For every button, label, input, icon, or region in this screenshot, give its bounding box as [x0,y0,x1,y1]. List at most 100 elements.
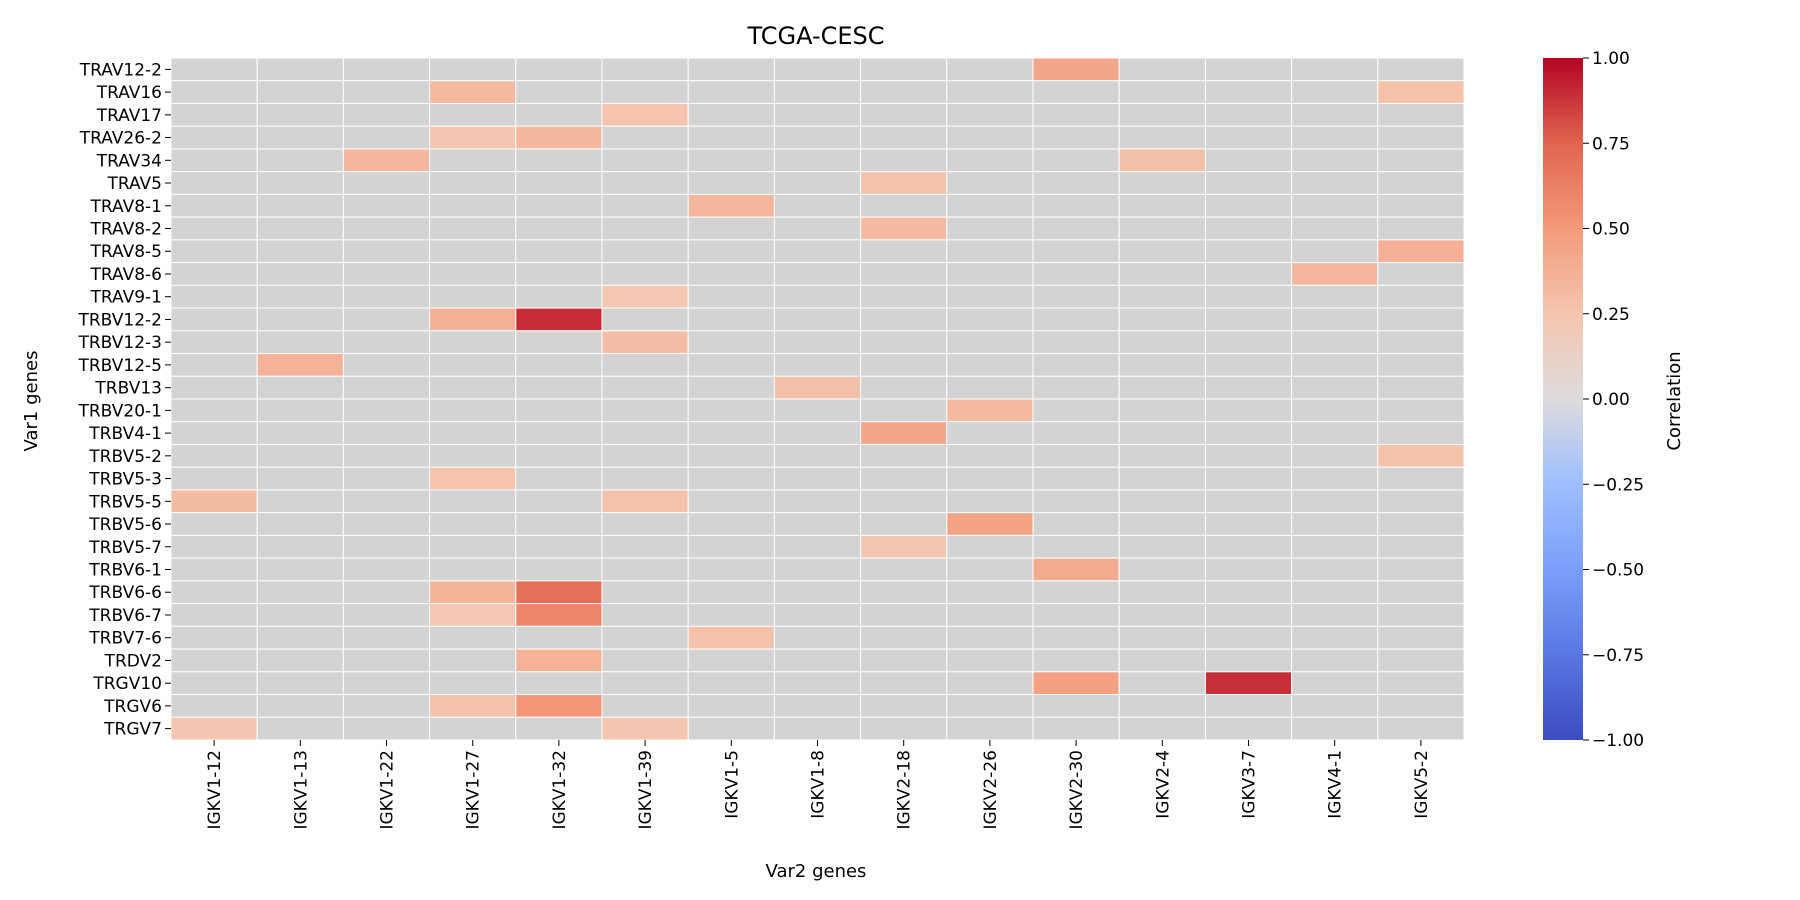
heatmap-cell [429,171,517,195]
heatmap-cell [515,534,603,559]
heatmap-cell [773,262,862,286]
colorbar: 1.00 0.75 0.50 0.25 0.00 −0.25 −0.50 −0.75 −1.00… [1543,49,1685,751]
x-tick-label: IGKV4-1 [1326,750,1346,819]
heatmap-cell [860,216,948,241]
heatmap-cell [515,125,603,150]
heatmap-cell [601,557,689,582]
heatmap-cell [1118,489,1206,514]
heatmap-cell [860,512,948,536]
heatmap-cell [1377,353,1465,377]
heatmap-cell [1118,171,1206,195]
y-tick-label: TRGV6 [103,697,162,717]
heatmap-cell [1377,580,1465,605]
heatmap-cell [1204,466,1293,491]
heatmap-cell [1377,57,1465,82]
heatmap-cell [256,557,344,582]
heatmap-cell [860,307,948,332]
heatmap-cell [1291,421,1379,445]
heatmap-cell [1291,557,1379,582]
heatmap-cell [1291,284,1379,309]
heatmap-cell [773,330,862,355]
heatmap-cell [601,398,689,423]
heatmap-cell [946,171,1034,195]
y-tick-label: TRAV9-1 [90,288,162,308]
heatmap-cell [170,625,258,650]
heatmap-cell [860,489,948,514]
heatmap-cell [1204,580,1293,605]
heatmap-cell [860,625,948,650]
heatmap-cell [1291,307,1379,332]
heatmap-cell [946,375,1034,400]
heatmap-cell [1291,375,1379,400]
heatmap-cell [601,625,689,650]
heatmap-cell [1032,284,1120,309]
heatmap-cell [429,534,517,559]
heatmap-cell [1032,512,1120,536]
heatmap-cell [1032,375,1120,400]
heatmap-cell [170,716,258,741]
heatmap-cell [1118,694,1206,718]
heatmap-cell [1377,421,1465,445]
heatmap-cell [429,716,517,741]
heatmap-cell [429,102,517,127]
heatmap-cell [342,489,431,514]
heatmap-cell [860,534,948,559]
heatmap-cell [1118,239,1206,264]
heatmap-cell [1118,125,1206,150]
heatmap-cell [1032,102,1120,127]
heatmap-cell [601,80,689,104]
heatmap-cell [1204,57,1293,82]
heatmap-cell [1032,443,1120,468]
x-tick-label: IGKV3-7 [1240,750,1260,819]
heatmap-cell [773,307,862,332]
heatmap-cell [170,512,258,536]
heatmap-cell [170,694,258,718]
heatmap-cell [429,216,517,241]
heatmap-cell [687,125,775,150]
heatmap-cell [256,716,344,741]
heatmap-cell [946,57,1034,82]
heatmap-cell [429,648,517,673]
colorbar-tick-label: −0.25 [1592,475,1644,495]
heatmap-cell [1291,239,1379,264]
heatmap-cell [1032,603,1120,627]
heatmap-cell [170,353,258,377]
heatmap-cell [1032,534,1120,559]
heatmap-cell [687,148,775,173]
heatmap-cell [946,716,1034,741]
heatmap-cell [1204,330,1293,355]
heatmap-cell [1118,80,1206,104]
heatmap-cell [1032,171,1120,195]
x-tick-label: IGKV2-26 [981,750,1001,830]
heatmap-cell [429,580,517,605]
heatmap-cell [170,443,258,468]
heatmap-cell [170,466,258,491]
heatmap-cell [1032,625,1120,650]
heatmap-cell [1291,193,1379,218]
heatmap-cell [429,125,517,150]
heatmap-cell [170,148,258,173]
heatmap-cell [946,80,1034,104]
y-tick-label: TRBV4-1 [88,424,162,444]
heatmap-cell [170,284,258,309]
heatmap-cell [429,694,517,718]
heatmap-cell [601,262,689,286]
y-tick-label: TRBV12-2 [77,310,162,330]
heatmap-cell [515,102,603,127]
heatmap-cell [1118,216,1206,241]
heatmap-cell [1118,443,1206,468]
heatmap-cell [1377,216,1465,241]
heatmap-cell [687,671,775,696]
heatmap-cell [1204,284,1293,309]
heatmap-cell [860,421,948,445]
heatmap-cell [773,694,862,718]
heatmap-cell [1377,557,1465,582]
heatmap-cell [601,330,689,355]
heatmap-cell [946,648,1034,673]
x-tick-label: IGKV1-5 [722,750,742,819]
heatmap-cell [1204,671,1293,696]
heatmap-cell [687,262,775,286]
y-tick-label: TRBV13 [94,379,162,399]
heatmap-cell [515,512,603,536]
heatmap-cell [1377,148,1465,173]
